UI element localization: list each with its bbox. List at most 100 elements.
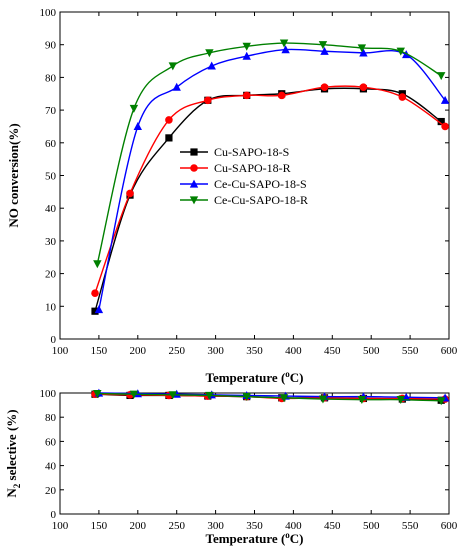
data-point xyxy=(205,49,214,58)
y-tick-label: 100 xyxy=(40,7,57,19)
x-tick-label: 550 xyxy=(402,345,419,357)
data-point xyxy=(129,390,139,399)
y-tick-label: 90 xyxy=(45,40,57,52)
data-point xyxy=(91,307,99,315)
data-point xyxy=(242,42,251,51)
x-tick-label: 350 xyxy=(246,345,263,357)
data-point xyxy=(94,305,104,314)
legend-label: Cu-SAPO-18-S xyxy=(214,145,289,159)
data-point xyxy=(242,51,251,60)
x-tick-label: 500 xyxy=(363,345,380,357)
legend: Cu-SAPO-18-S Cu-SAPO-18-R Ce-Cu-SAPO-18-S C… xyxy=(180,145,308,207)
data-point xyxy=(320,83,329,92)
y-tick-label: 80 xyxy=(45,72,57,84)
plot-frame xyxy=(59,11,450,340)
plot-frame xyxy=(59,392,450,515)
data-point xyxy=(440,95,450,104)
data-point xyxy=(172,389,181,398)
data-point xyxy=(359,83,368,92)
n2-selectivity-chart: 100 150 200 250 300 350 400 450 500 550 600 0 20 40 60… xyxy=(4,388,458,546)
x-tick-label: 400 xyxy=(285,345,302,357)
y-tick-label: 50 xyxy=(45,171,57,183)
legend-label: Ce-Cu-SAPO-18-R xyxy=(214,193,308,207)
x-tick-label: 100 xyxy=(52,520,69,532)
data-point xyxy=(396,396,405,405)
data-point xyxy=(357,396,367,405)
x-tick-label: 600 xyxy=(441,520,458,532)
y-axis-title: NO conversion(%) xyxy=(6,123,21,227)
y-tick-label: 60 xyxy=(45,436,57,448)
legend-marker xyxy=(190,148,198,156)
data-point xyxy=(93,260,102,269)
data-point xyxy=(165,116,173,124)
data-point xyxy=(126,189,134,198)
x-axis-title: Temperature (oC) xyxy=(205,530,303,546)
y-tick-label: 20 xyxy=(45,269,57,281)
y-tick-label: 0 xyxy=(51,509,57,521)
data-point xyxy=(437,117,445,126)
x-axis-title: Temperature (oC) xyxy=(205,369,303,385)
legend-marker xyxy=(190,164,198,172)
x-tick-label: 150 xyxy=(91,345,108,357)
data-point xyxy=(204,96,212,105)
y-tick-label: 40 xyxy=(45,203,57,215)
data-point xyxy=(437,72,446,81)
legend-marker xyxy=(189,179,199,188)
y-tick-label: 60 xyxy=(45,138,57,150)
data-point xyxy=(279,394,289,403)
y-tick-label: 70 xyxy=(45,105,57,117)
x-tick-label: 250 xyxy=(168,345,185,357)
y-tick-label: 0 xyxy=(51,334,57,346)
x-tick-label: 300 xyxy=(207,520,224,532)
data-point xyxy=(165,134,173,142)
x-tick-label: 450 xyxy=(324,520,341,532)
series-ce-cu-sapo-18-r xyxy=(93,390,446,406)
series-cu-sapo-18-r xyxy=(91,83,449,298)
series-ce-cu-sapo-18-s xyxy=(94,45,450,314)
data-point xyxy=(93,390,102,399)
legend-label: Ce-Cu-SAPO-18-S xyxy=(214,177,307,191)
data-point xyxy=(205,391,214,400)
x-tick-label: 150 xyxy=(91,520,108,532)
data-point xyxy=(320,46,329,55)
data-point xyxy=(129,104,139,113)
data-point xyxy=(133,389,142,398)
data-point xyxy=(207,61,216,70)
y-tick-label: 40 xyxy=(45,461,57,473)
y-tick-label: 100 xyxy=(40,388,57,400)
x-tick-label: 250 xyxy=(168,520,185,532)
y-tick-label: 10 xyxy=(45,301,57,313)
data-point xyxy=(359,48,368,57)
data-point xyxy=(133,122,142,131)
data-point xyxy=(402,392,411,401)
y-tick-label: 30 xyxy=(45,236,57,248)
data-point xyxy=(318,41,328,50)
x-tick-label: 550 xyxy=(402,520,419,532)
data-point xyxy=(91,289,99,298)
data-point xyxy=(242,393,251,402)
data-point xyxy=(281,45,290,54)
y-tick-label: 20 xyxy=(45,485,57,497)
series-ce-cu-sapo-18-r xyxy=(93,39,446,269)
data-point xyxy=(398,93,407,101)
x-tick-label: 350 xyxy=(246,520,263,532)
x-tick-label: 400 xyxy=(285,520,302,532)
y-tick-label: 80 xyxy=(45,412,57,424)
data-point xyxy=(277,91,286,100)
data-point xyxy=(357,44,367,53)
x-tick-label: 500 xyxy=(363,520,380,532)
data-point xyxy=(437,397,446,406)
no-conversion-chart: 100 150 200 250 300 350 400 450 500 550 600 0 10 20 30… xyxy=(6,7,458,385)
data-point xyxy=(318,395,328,404)
series-line xyxy=(94,85,446,294)
x-tick-label: 450 xyxy=(324,345,341,357)
data-point xyxy=(441,122,449,131)
y-axis-title: N2 selective (%) xyxy=(4,409,22,497)
x-tick-label: 300 xyxy=(207,345,224,357)
data-point xyxy=(168,62,178,71)
legend-marker xyxy=(189,196,199,205)
x-tick-label: 100 xyxy=(52,345,69,357)
x-tick-label: 200 xyxy=(130,520,147,532)
data-point xyxy=(396,47,405,56)
